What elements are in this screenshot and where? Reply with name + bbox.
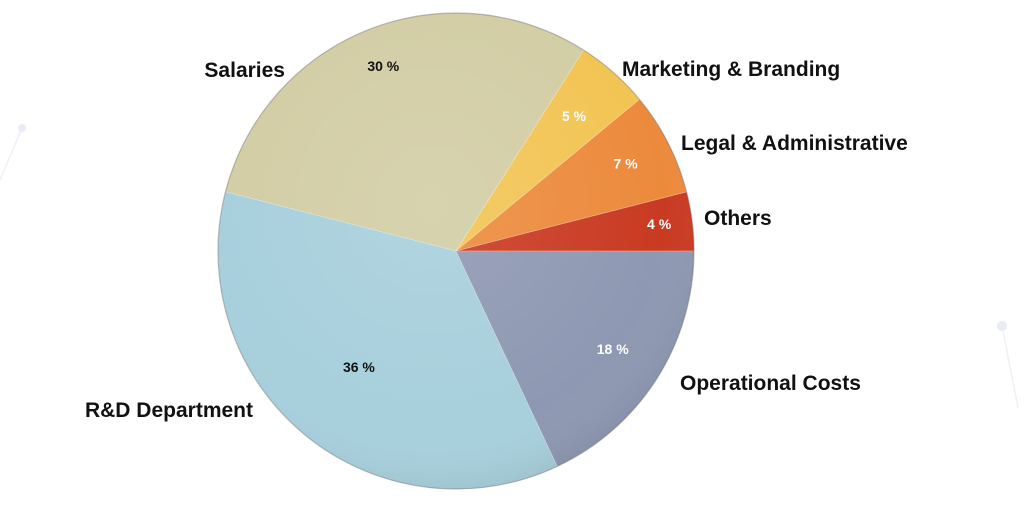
category-label-randd-department: R&D Department bbox=[85, 399, 253, 422]
category-label-salaries: Salaries bbox=[204, 59, 285, 82]
background-decoration bbox=[0, 124, 1019, 409]
pie-outline bbox=[217, 12, 695, 490]
category-label-marketing-and-branding: Marketing & Branding bbox=[622, 58, 840, 81]
category-label-operational-costs: Operational Costs bbox=[680, 372, 861, 395]
value-label-salaries: 30 % bbox=[367, 58, 399, 74]
value-label-others: 4 % bbox=[647, 216, 672, 232]
value-label-marketing-and-branding: 5 % bbox=[562, 108, 587, 124]
value-label-randd-department: 36 % bbox=[343, 359, 375, 375]
value-label-legal-and-administrative: 7 % bbox=[614, 155, 639, 171]
category-label-others: Others bbox=[704, 207, 772, 230]
category-label-legal-and-administrative: Legal & Administrative bbox=[681, 132, 908, 155]
value-label-operational-costs: 18 % bbox=[597, 341, 629, 357]
